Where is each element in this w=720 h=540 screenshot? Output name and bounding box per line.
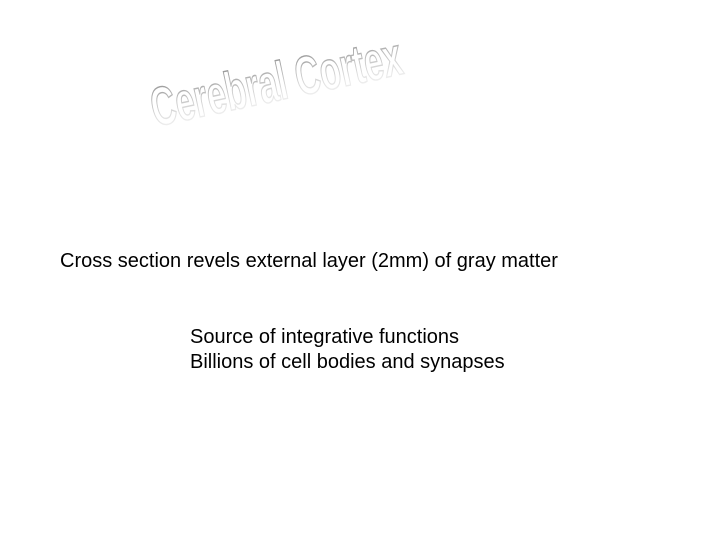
wordart-title: Cerebral Cortex	[110, 10, 510, 150]
heading-text: Cross section revels external layer (2mm…	[60, 250, 558, 272]
bullet-line-2: Billions of cell bodies and synapses	[190, 350, 505, 375]
heading-line: Cross section revels external layer (2mm…	[60, 250, 558, 273]
bullet-block: Source of integrative functions Billions…	[190, 325, 505, 375]
svg-text:Cerebral Cortex: Cerebral Cortex	[145, 25, 407, 138]
bullet-line-1: Source of integrative functions	[190, 325, 505, 350]
